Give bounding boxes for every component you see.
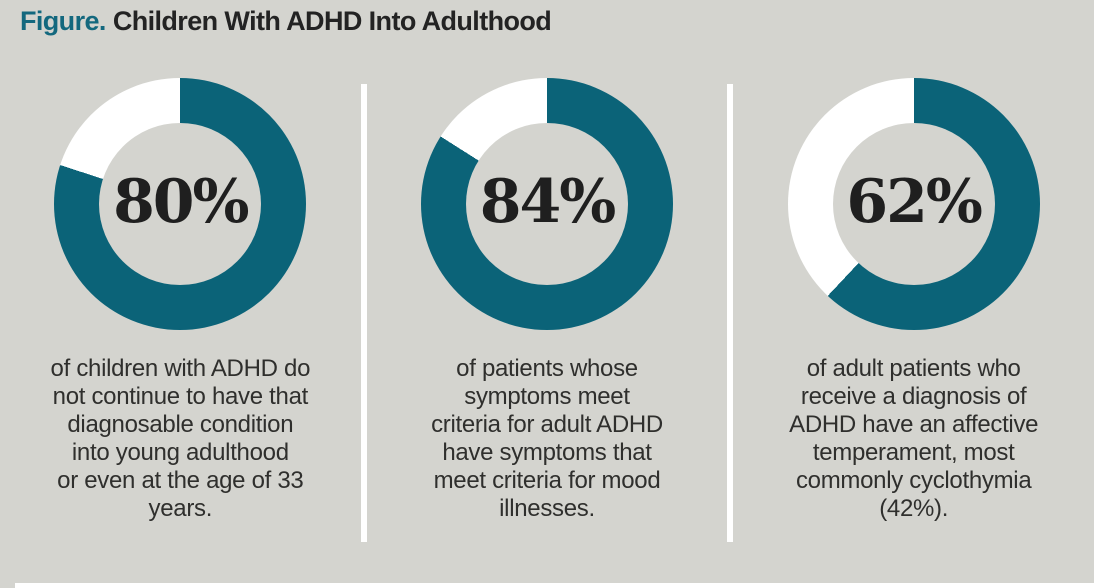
panels-row: 80% of children with ADHD do not continu… — [0, 78, 1094, 542]
donut-chart-1: 80% — [54, 78, 307, 330]
panel-divider-1 — [360, 84, 367, 542]
stat-caption: of adult patients who receive a diagnosi… — [789, 355, 1039, 522]
donut-hole: 62% — [832, 123, 995, 285]
title-text: Children With ADHD Into Adulthood — [112, 6, 552, 36]
donut-chart-3: 62% — [787, 78, 1040, 330]
stat-caption: of patients whose symptoms meet criteria… — [431, 355, 663, 522]
stat-value: 62% — [846, 167, 983, 237]
bottom-edge-strip — [15, 583, 1094, 588]
stat-panel-3: 62% of adult patients who receive a diag… — [733, 78, 1094, 523]
stat-value: 80% — [113, 167, 250, 237]
donut-hole: 84% — [466, 123, 628, 285]
page-title: Figure. Children With ADHD Into Adulthood — [20, 6, 552, 37]
stat-panel-2: 84% of patients whose symptoms meet crit… — [367, 78, 728, 523]
donut-chart-2: 84% — [421, 78, 673, 330]
stat-value: 84% — [479, 167, 617, 237]
stat-caption: of children with ADHD do not continue to… — [50, 355, 311, 522]
stat-panel-1: 80% of children with ADHD do not continu… — [0, 78, 361, 523]
title-prefix: Figure. — [20, 6, 106, 36]
donut-hole: 80% — [99, 123, 262, 285]
panel-divider-2 — [727, 84, 734, 542]
